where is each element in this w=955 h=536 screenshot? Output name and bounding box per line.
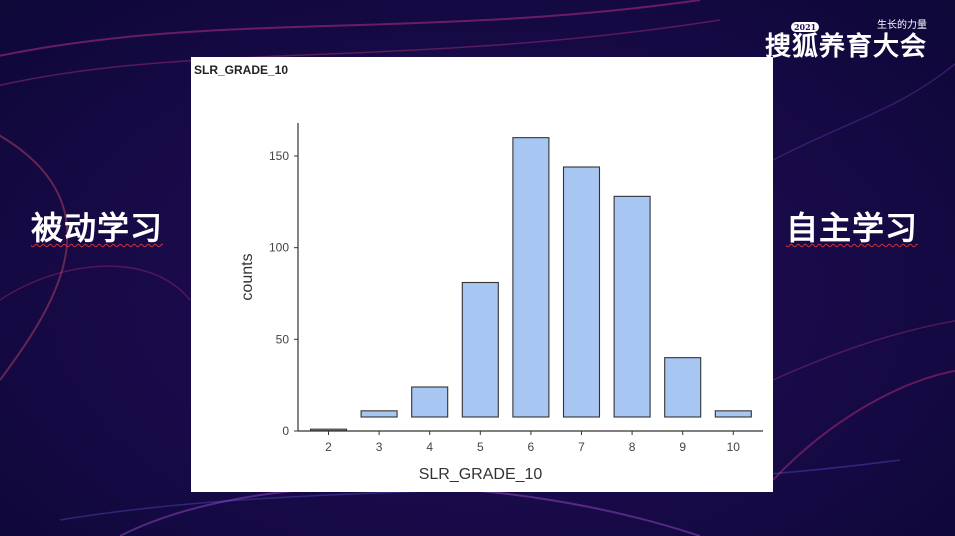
x-tick-label: 10: [727, 440, 741, 454]
bar-5: [461, 281, 499, 418]
histogram-chart: 0 50 100 150 2 3 4 5 6 7 8 9 10 SLR_GRADE_10 counts: [239, 123, 763, 483]
bar-7: [562, 166, 601, 418]
x-tick-label: 6: [528, 440, 535, 454]
x-tick-label: 7: [578, 440, 585, 454]
x-tick-label: 3: [376, 440, 383, 454]
y-axis-title: counts: [239, 253, 256, 300]
logo-year-badge: 2021: [790, 22, 820, 32]
x-tick-label: 5: [477, 440, 484, 454]
y-tick-label: 50: [276, 332, 290, 346]
bar-3: [360, 410, 398, 418]
y-tick-label: 150: [269, 149, 289, 163]
bar-2: [309, 428, 348, 432]
x-tick-label: 4: [426, 440, 433, 454]
self-learning-label: 自主学习: [786, 209, 919, 247]
bar-10: [714, 410, 752, 418]
x-axis-title: SLR_GRADE_10: [419, 466, 543, 483]
x-tick-label: 9: [679, 440, 686, 454]
chart-title: SLR_GRADE_10: [194, 63, 289, 77]
chart-panel: 0 50 100 150 2 3 4 5 6 7 8 9 10 SLR_GRADE_10 counts SL…: [191, 57, 773, 492]
x-tick-label: 2: [325, 440, 332, 454]
logo-tagline: 生长的力量: [877, 20, 927, 31]
bar-8: [613, 195, 651, 418]
y-tick-label: 100: [269, 241, 289, 255]
bar-6: [512, 137, 550, 418]
event-logo: 生长的力量 2021 搜狐养育大会: [765, 14, 927, 63]
bar-9: [664, 357, 702, 418]
passive-learning-label: 被动学习: [31, 209, 164, 247]
logo-name: 搜狐养育大会: [764, 32, 927, 62]
x-tick-label: 8: [629, 440, 636, 454]
bar-4: [411, 386, 449, 418]
y-tick-label: 0: [282, 424, 289, 438]
